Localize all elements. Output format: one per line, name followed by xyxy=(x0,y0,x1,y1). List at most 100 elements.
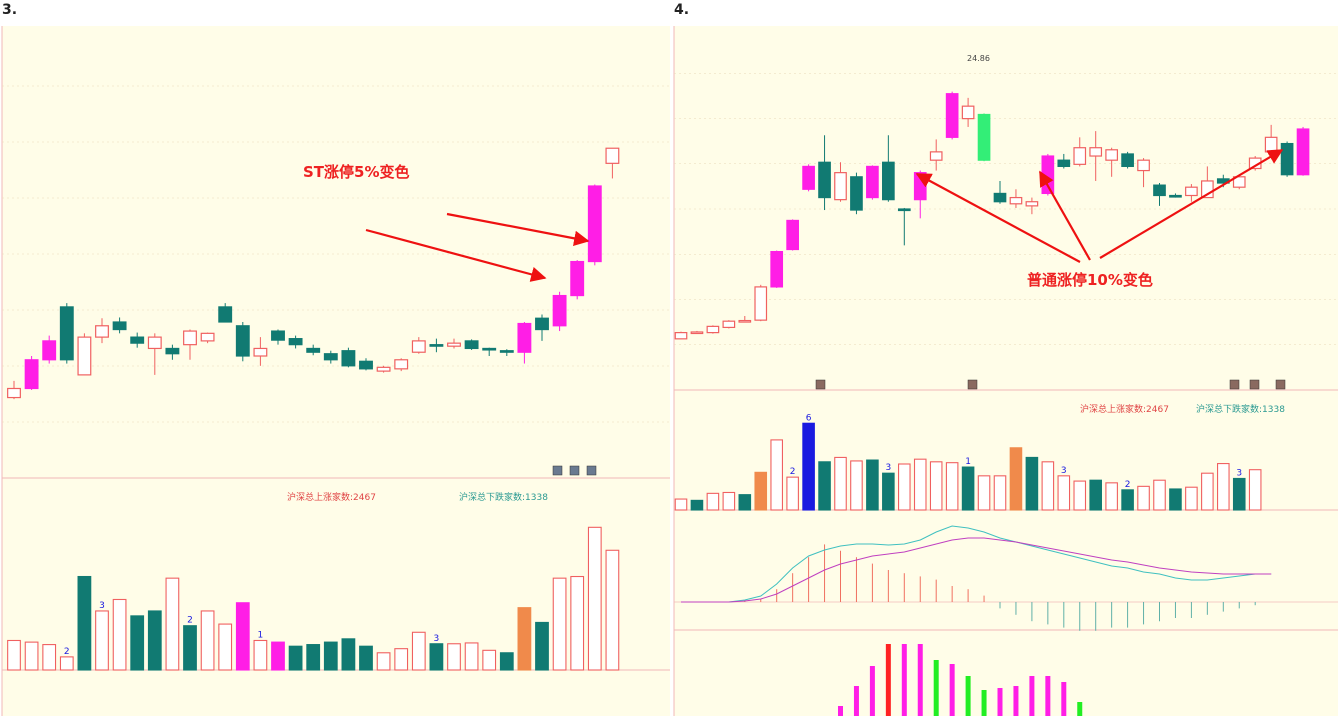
candle-body xyxy=(690,331,704,335)
volume-bar xyxy=(95,610,109,671)
volume-bar xyxy=(913,458,927,511)
annotation-arrow xyxy=(365,228,547,282)
candle-body xyxy=(59,306,74,361)
volume-bar xyxy=(394,648,409,671)
volume-bar xyxy=(306,644,321,671)
volume-label: 2 xyxy=(187,616,193,626)
candle-body xyxy=(499,350,514,353)
indicator-bar xyxy=(981,690,987,716)
candle-body xyxy=(359,360,373,370)
volume-bar xyxy=(722,491,736,511)
volume-label: 2 xyxy=(790,467,796,477)
volume-bar xyxy=(605,549,620,671)
toolbar-icon xyxy=(1229,379,1240,390)
candle-body xyxy=(818,161,831,199)
volume-bar xyxy=(977,475,991,511)
volume-bar xyxy=(674,498,688,511)
volume-label: 3 xyxy=(1236,468,1242,478)
volume-bar xyxy=(464,642,479,671)
volume-bar xyxy=(130,615,145,671)
volume-bar xyxy=(1153,479,1166,511)
volume-bar xyxy=(850,460,863,511)
volume-bar xyxy=(1169,488,1182,511)
candle-body xyxy=(376,366,391,372)
volume-bar xyxy=(112,598,127,671)
volume-bar xyxy=(690,499,704,511)
volume-bar xyxy=(834,456,847,511)
macd-dea-line xyxy=(681,537,1272,603)
candle-body xyxy=(1137,159,1150,172)
volume-bar xyxy=(552,577,567,671)
stats-up-count: 沪深总上涨家数:2467 xyxy=(1080,403,1169,415)
volume-bar xyxy=(818,461,831,511)
volume-bar xyxy=(786,476,799,511)
volume-bar xyxy=(165,577,180,671)
candle-body xyxy=(323,353,338,361)
volume-bar xyxy=(147,610,162,671)
candle-body xyxy=(147,336,162,350)
candle-body xyxy=(271,330,285,341)
volume-bar xyxy=(1232,477,1246,511)
volume-bar xyxy=(929,461,943,511)
candle-body xyxy=(1280,142,1294,176)
indicator-bar xyxy=(933,660,939,716)
annotation-text: ST涨停5%变色 xyxy=(303,163,410,181)
volume-bar xyxy=(1248,469,1262,511)
candle-body xyxy=(235,325,250,357)
candle-body xyxy=(200,332,215,342)
candle-body xyxy=(674,332,688,340)
candle-body xyxy=(394,359,409,370)
volume-bar xyxy=(447,643,461,671)
indicator-bar xyxy=(1013,686,1019,716)
volume-bar xyxy=(183,625,197,671)
stats-up-count: 沪深总上涨家数:2467 xyxy=(287,491,376,503)
indicator-bar xyxy=(997,688,1003,716)
volume-bar xyxy=(341,638,356,671)
annotation-arrow xyxy=(1039,170,1091,261)
annotation-arrow xyxy=(1099,149,1284,259)
toolbar-icon xyxy=(1275,379,1286,390)
candle-body xyxy=(1185,186,1198,197)
volume-bar xyxy=(77,575,92,671)
candle-body xyxy=(1057,159,1071,168)
volume-bar xyxy=(882,472,895,511)
candle-body xyxy=(738,319,752,323)
toolbar-icon xyxy=(569,465,580,476)
candle-body xyxy=(130,336,145,344)
volume-bar xyxy=(323,641,338,671)
volume-bar xyxy=(738,494,752,511)
candle-body xyxy=(482,347,497,351)
candle-body xyxy=(535,317,549,331)
candle-body xyxy=(722,320,736,329)
indicator-bar xyxy=(1061,682,1067,716)
volume-bar xyxy=(200,610,215,671)
indicator-bar xyxy=(1045,676,1051,716)
toolbar-icon xyxy=(586,465,597,476)
volume-bar xyxy=(235,602,250,671)
volume-bar xyxy=(7,639,21,671)
volume-bar xyxy=(1185,486,1198,511)
volume-bar xyxy=(429,643,444,671)
volume-bar xyxy=(802,422,815,511)
candle-body xyxy=(786,219,799,251)
annotation-arrow xyxy=(446,212,590,246)
candle-body xyxy=(834,172,847,201)
indicator-bar xyxy=(965,676,971,716)
candle-body xyxy=(95,325,109,338)
volume-bar xyxy=(42,644,57,671)
volume-bar xyxy=(770,439,783,511)
stats-down-count: 沪深总下跌家数:1338 xyxy=(1196,403,1285,415)
volume-label: 3 xyxy=(1061,466,1067,476)
volume-bar xyxy=(754,471,768,511)
candle-body xyxy=(77,336,92,376)
volume-bar xyxy=(411,631,426,671)
volume-bar xyxy=(1089,479,1102,511)
volume-bar xyxy=(866,459,879,511)
volume-label: 3 xyxy=(885,463,891,473)
volume-bar xyxy=(517,607,532,671)
volume-bar xyxy=(993,475,1007,511)
candle-body xyxy=(165,347,180,355)
volume-bar xyxy=(59,656,74,671)
panel-4-label: 4. xyxy=(674,2,690,18)
